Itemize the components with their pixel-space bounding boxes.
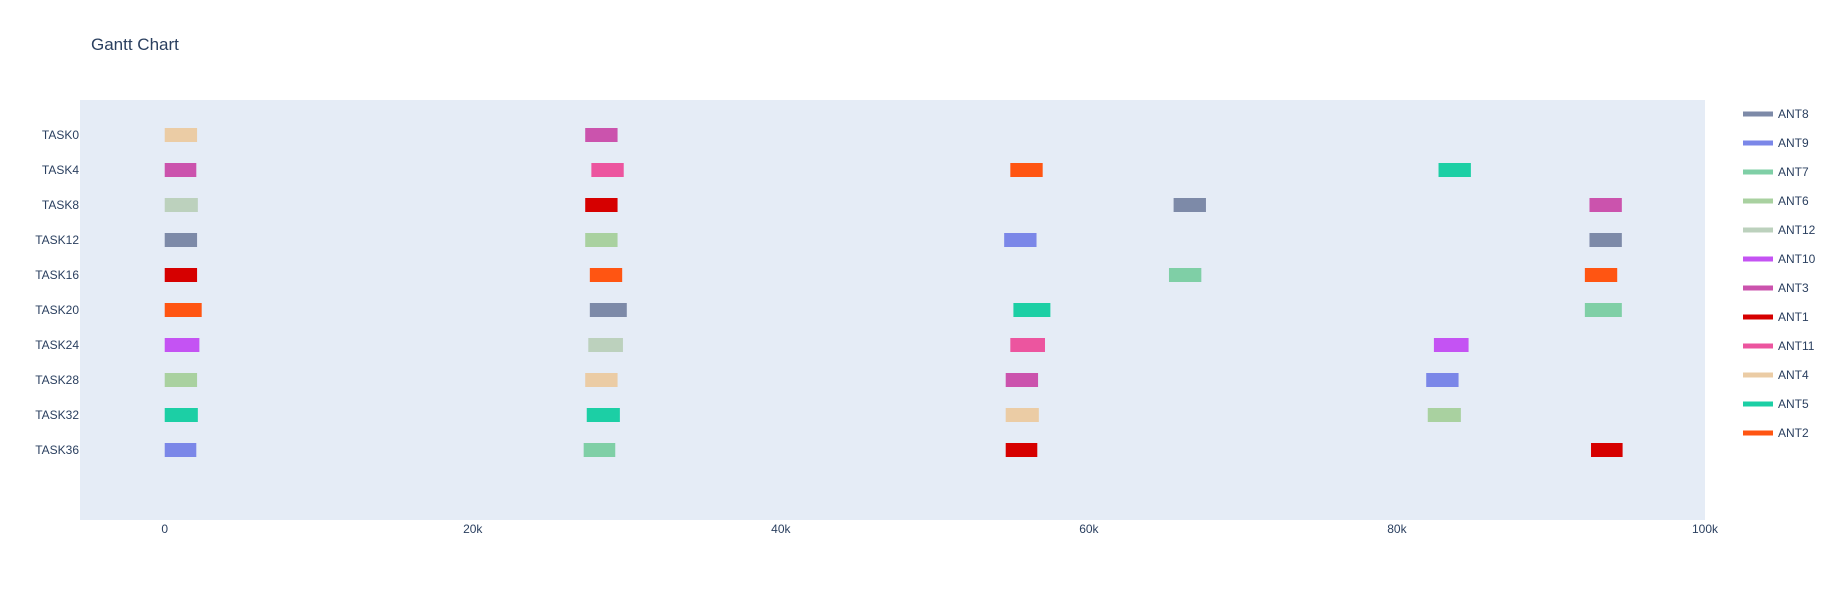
gantt-bar-task8-ant8[interactable] <box>1173 198 1206 212</box>
gantt-bar-task12-ant6[interactable] <box>585 233 618 247</box>
gantt-bar-task4-ant5[interactable] <box>1438 163 1471 177</box>
gantt-bar-task36-ant1[interactable] <box>1591 443 1623 457</box>
legend-label: ANT4 <box>1778 368 1809 382</box>
gantt-bar-task0-ant3[interactable] <box>585 128 618 142</box>
legend-item-ant1[interactable]: ANT1 <box>1743 310 1809 324</box>
gantt-bar-task16-ant1[interactable] <box>164 268 198 282</box>
legend-item-ant5[interactable]: ANT5 <box>1743 397 1809 411</box>
gantt-bar-task24-ant10[interactable] <box>1433 338 1469 352</box>
legend-item-ant8[interactable]: ANT8 <box>1743 107 1809 121</box>
legend-swatch <box>1743 140 1773 146</box>
legend-item-ant2[interactable]: ANT2 <box>1743 426 1809 440</box>
gantt-bar-task32-ant5[interactable] <box>586 408 620 422</box>
legend-label: ANT7 <box>1778 165 1809 179</box>
gantt-bar-task20-ant5[interactable] <box>1013 303 1051 317</box>
gantt-bar-task24-ant12[interactable] <box>588 338 623 352</box>
y-tick-label: TASK12 <box>35 233 79 247</box>
gantt-bar-task32-ant5[interactable] <box>164 408 198 422</box>
gantt-bar-task12-ant8[interactable] <box>1589 233 1622 247</box>
y-tick-label: TASK8 <box>42 198 79 212</box>
gantt-bar-task8-ant1[interactable] <box>585 198 618 212</box>
x-tick-label: 0 <box>161 522 168 536</box>
y-tick-label: TASK36 <box>35 443 79 457</box>
x-axis-ticks: 0 20k 40k 60k 80k 100k <box>161 522 1719 536</box>
bars-layer <box>164 128 1623 457</box>
gantt-bar-task12-ant8[interactable] <box>164 233 198 247</box>
y-tick-label: TASK0 <box>42 128 79 142</box>
legend-label: ANT8 <box>1778 107 1809 121</box>
y-tick-label: TASK24 <box>35 338 79 352</box>
gantt-bar-task4-ant3[interactable] <box>164 163 197 177</box>
y-axis-ticks: TASK0 TASK4 TASK8 TASK12 TASK16 TASK20 TASK24 T… <box>35 128 79 457</box>
legend-swatch <box>1743 285 1773 291</box>
legend-item-ant12[interactable]: ANT12 <box>1743 223 1816 237</box>
gantt-bar-task0-ant4[interactable] <box>164 128 198 142</box>
x-tick-label: 100k <box>1692 522 1719 536</box>
legend-swatch <box>1743 198 1773 204</box>
gantt-bar-task32-ant4[interactable] <box>1005 408 1039 422</box>
legend-label: ANT3 <box>1778 281 1809 295</box>
gantt-bar-task16-ant2[interactable] <box>1584 268 1618 282</box>
gantt-bar-task28-ant4[interactable] <box>585 373 618 387</box>
legend-label: ANT11 <box>1778 339 1815 353</box>
y-tick-label: TASK20 <box>35 303 79 317</box>
y-tick-label: TASK28 <box>35 373 79 387</box>
legend-swatch <box>1743 169 1773 175</box>
legend-label: ANT1 <box>1778 310 1809 324</box>
legend-swatch <box>1743 372 1773 378</box>
x-tick-label: 80k <box>1387 522 1407 536</box>
legend-label: ANT5 <box>1778 397 1809 411</box>
gantt-bar-task20-ant2[interactable] <box>164 303 202 317</box>
gantt-bar-task36-ant1[interactable] <box>1005 443 1038 457</box>
legend-swatch <box>1743 343 1773 349</box>
gantt-bar-task24-ant10[interactable] <box>164 338 200 352</box>
legend-item-ant7[interactable]: ANT7 <box>1743 165 1809 179</box>
legend-item-ant6[interactable]: ANT6 <box>1743 194 1809 208</box>
x-tick-label: 60k <box>1079 522 1099 536</box>
legend[interactable]: ANT8 ANT9 ANT7 ANT6 ANT12 ANT10 ANT3 ANT1 ANT11 A… <box>1743 107 1816 440</box>
legend-label: ANT12 <box>1778 223 1816 237</box>
legend-swatch <box>1743 111 1773 117</box>
gantt-bar-task20-ant7[interactable] <box>1584 303 1622 317</box>
gantt-bar-task4-ant11[interactable] <box>591 163 624 177</box>
gantt-bar-task36-ant9[interactable] <box>164 443 197 457</box>
y-tick-label: TASK32 <box>35 408 79 422</box>
gantt-bar-task32-ant6[interactable] <box>1427 408 1461 422</box>
gantt-bar-task8-ant12[interactable] <box>164 198 198 212</box>
gantt-bar-task16-ant7[interactable] <box>1168 268 1202 282</box>
gantt-bar-task12-ant9[interactable] <box>1004 233 1037 247</box>
y-tick-label: TASK4 <box>42 163 79 177</box>
legend-item-ant4[interactable]: ANT4 <box>1743 368 1809 382</box>
gantt-bar-task28-ant6[interactable] <box>164 373 198 387</box>
legend-label: ANT6 <box>1778 194 1809 208</box>
gantt-bar-task8-ant3[interactable] <box>1589 198 1622 212</box>
legend-swatch <box>1743 256 1773 262</box>
legend-label: ANT2 <box>1778 426 1809 440</box>
gantt-bar-task16-ant2[interactable] <box>589 268 623 282</box>
legend-label: ANT10 <box>1778 252 1816 266</box>
gantt-bar-task36-ant7[interactable] <box>583 443 616 457</box>
gantt-bar-task4-ant2[interactable] <box>1010 163 1043 177</box>
gantt-bar-task28-ant3[interactable] <box>1005 373 1039 387</box>
legend-item-ant9[interactable]: ANT9 <box>1743 136 1809 150</box>
plot-area <box>80 100 1705 520</box>
gantt-bar-task28-ant9[interactable] <box>1426 373 1459 387</box>
x-tick-label: 40k <box>771 522 791 536</box>
y-tick-label: TASK16 <box>35 268 79 282</box>
chart-title: Gantt Chart <box>91 35 179 54</box>
legend-swatch <box>1743 430 1773 436</box>
legend-swatch <box>1743 401 1773 407</box>
legend-item-ant11[interactable]: ANT11 <box>1743 339 1815 353</box>
legend-item-ant10[interactable]: ANT10 <box>1743 252 1816 266</box>
gantt-bar-task20-ant8[interactable] <box>589 303 627 317</box>
legend-swatch <box>1743 227 1773 233</box>
legend-label: ANT9 <box>1778 136 1809 150</box>
x-tick-label: 20k <box>463 522 483 536</box>
legend-item-ant3[interactable]: ANT3 <box>1743 281 1809 295</box>
gantt-bar-task24-ant11[interactable] <box>1010 338 1045 352</box>
legend-swatch <box>1743 314 1773 320</box>
